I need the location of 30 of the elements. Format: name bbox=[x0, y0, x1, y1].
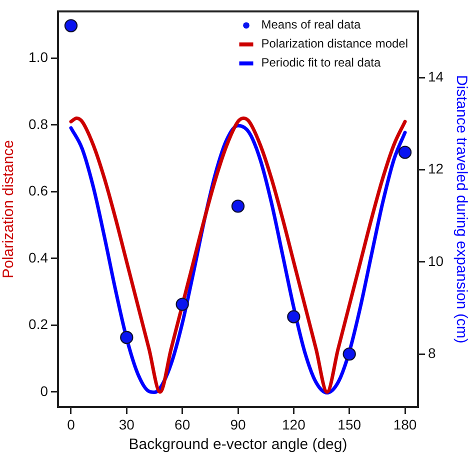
legend-label: Means of real data bbox=[261, 18, 361, 32]
x-tick-label: 30 bbox=[118, 416, 135, 432]
y2-axis-title: Distance traveled during expansion (cm) bbox=[452, 74, 470, 344]
point bbox=[231, 200, 245, 213]
x-axis-title: Background e-vector angle (deg) bbox=[128, 436, 348, 454]
point bbox=[120, 330, 134, 344]
y-tick-label: 0.6 bbox=[28, 182, 48, 199]
point bbox=[176, 298, 189, 311]
y2-tick-label: 14 bbox=[428, 68, 444, 85]
point bbox=[398, 146, 412, 159]
x-tick-label: 90 bbox=[230, 416, 246, 432]
legend-label: Periodic fit to real data bbox=[261, 56, 381, 70]
y2-tick-label: 10 bbox=[428, 252, 444, 269]
y-axis-title: Polarization distance bbox=[0, 140, 18, 278]
y-tick-label: 0.2 bbox=[28, 316, 48, 332]
x-tick-label: 180 bbox=[393, 416, 417, 432]
x-tick-label: 120 bbox=[282, 416, 306, 432]
x-tick-label: 0 bbox=[67, 416, 76, 432]
x-tick-label: 60 bbox=[174, 416, 190, 432]
legend-label: Polarization distance model bbox=[261, 36, 408, 51]
y-tick-label: 0.8 bbox=[28, 116, 48, 132]
y2-tick-label: 8 bbox=[428, 344, 436, 361]
y-tick-label: 1.0 bbox=[28, 48, 48, 65]
point bbox=[287, 310, 300, 324]
point bbox=[64, 19, 78, 32]
y2-tick-label: 12 bbox=[428, 160, 444, 177]
x-tick-label: 150 bbox=[338, 416, 362, 432]
point bbox=[342, 347, 356, 361]
y-tick-label: 0.4 bbox=[28, 249, 48, 266]
y-tick-label: 0 bbox=[40, 382, 48, 399]
